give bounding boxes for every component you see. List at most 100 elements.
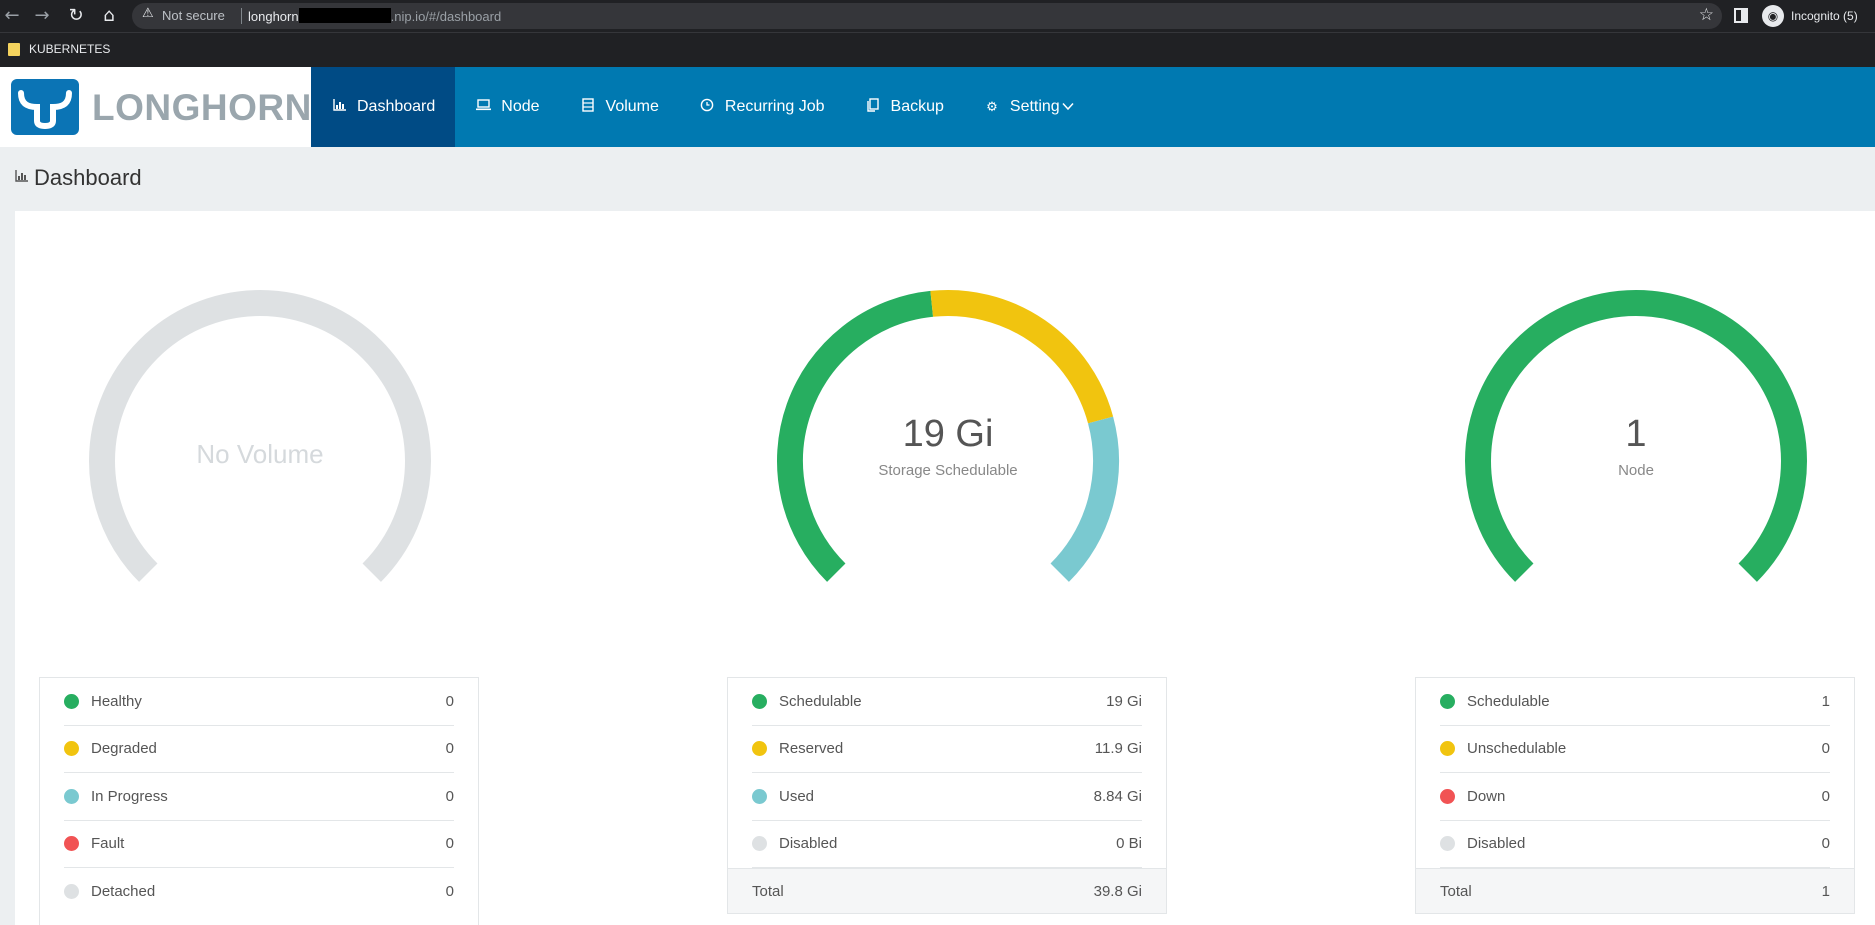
stat-row-reserved[interactable]: Reserved 11.9 Gi [752,726,1142,773]
storage-gauge-center: 19 Gi Storage Schedulable [738,413,1158,479]
nav-volume[interactable]: Volume [560,67,679,147]
stat-row-degraded[interactable]: Degraded 0 [64,726,454,773]
node-gauge-value: 1 [1625,413,1647,455]
bookmark-star-icon[interactable]: ☆ [1698,5,1714,25]
stat-value: 0 [1821,787,1830,805]
bar-chart-icon [331,99,347,115]
nav-dashboard[interactable]: Dashboard [311,67,456,147]
stat-label: Used [779,787,815,805]
home-icon[interactable]: ⌂ [103,5,115,26]
stat-label: Reserved [779,740,844,758]
stat-value: 0 [445,740,454,758]
browser-toolbar: ← → ↻ ⌂ ⚠ Not secure longhorn .nip.io/#/d… [0,0,1875,32]
stat-row-detached[interactable]: Detached 0 [64,868,454,916]
redacted-block [298,8,391,23]
status-dot [752,693,767,709]
stat-value: 0 [1821,740,1830,758]
node-stats: Schedulable 1 Unschedulable 0 Down 0 Dis… [1415,677,1855,914]
logo-text: LONGHORN [92,87,312,128]
url-text[interactable]: longhorn .nip.io/#/dashboard [248,8,501,24]
stat-label: Fault [91,835,125,853]
nav-setting-label: Setting [1009,98,1060,115]
clock-icon [699,98,715,116]
total-value: 39.8 Gi [1093,882,1142,900]
total-label: Total [752,882,784,900]
reload-icon[interactable]: ↻ [68,5,84,26]
bookmark-folder-kubernetes[interactable]: KUBERNETES [29,42,111,56]
status-dot [1440,693,1455,709]
nav-backup-label: Backup [890,98,944,115]
stat-row-healthy[interactable]: Healthy 0 [64,678,454,726]
stat-total-row: Total 39.8 Gi [728,868,1166,913]
nav-setting[interactable]: ⚙ Setting [964,67,1094,147]
storage-arc-reserved [930,290,1114,424]
stat-value: 19 Gi [1106,692,1142,710]
chevron-down-icon [1062,98,1074,116]
stat-total-row: Total 1 [1416,868,1854,913]
status-dot [1440,788,1455,804]
back-icon[interactable]: ← [4,5,20,26]
stat-label: Degraded [91,740,157,758]
storage-arc-used [1050,416,1119,582]
nav-volume-label: Volume [605,98,659,115]
no-volume-text: No Volume [196,439,324,469]
status-dot [1440,741,1455,757]
stat-row-disabled[interactable]: Disabled 0 Bi [752,821,1142,868]
copy-icon [865,98,881,116]
side-panel-icon[interactable] [1734,8,1748,23]
forward-icon[interactable]: → [34,5,50,26]
volume-gauge-center: No Volume [50,439,470,470]
stat-value: 1 [1821,692,1830,710]
total-label: Total [1440,882,1472,900]
stat-label: Disabled [1467,835,1526,853]
stat-row-disabled[interactable]: Disabled 0 [1440,821,1830,868]
nav-recurring-job-label: Recurring Job [724,98,825,115]
volume-arc-empty [89,290,431,582]
stat-label: Healthy [91,692,142,710]
bar-chart-icon [15,170,28,186]
address-separator [241,8,242,24]
folder-icon [8,43,20,56]
stat-row-fault[interactable]: Fault 0 [64,821,454,868]
app-header: LONGHORN Dashboard Node Volume Recurring… [0,67,1875,147]
node-gauge-center: 1 Node [1426,413,1846,479]
volume-gauge [89,290,431,582]
nav-node[interactable]: Node [455,67,559,147]
gear-icon: ⚙ [986,99,998,115]
nav-backup[interactable]: Backup [845,67,964,147]
status-dot [64,741,79,757]
stat-label: In Progress [91,787,168,805]
status-dot [64,884,79,900]
stat-row-in-progress[interactable]: In Progress 0 [64,773,454,821]
status-dot [752,788,767,804]
storage-gauge-label: Storage Schedulable [878,462,1018,479]
nav-node-label: Node [501,98,540,115]
stat-row-down[interactable]: Down 0 [1440,773,1830,821]
status-dot [752,836,767,852]
stat-row-schedulable[interactable]: Schedulable 1 [1440,678,1830,726]
stat-value: 0 [445,835,454,853]
stat-row-schedulable[interactable]: Schedulable 19 Gi [752,678,1142,726]
nav-recurring-job[interactable]: Recurring Job [679,67,845,147]
storage-arc-schedulable [777,290,934,582]
stat-label: Schedulable [1467,692,1550,710]
volume-stats: Healthy 0 Degraded 0 In Progress 0 Fault… [39,677,479,925]
warning-icon: ⚠ [142,6,154,21]
bookmarks-bar: KUBERNETES [0,32,1875,67]
total-value: 1 [1821,882,1830,900]
stat-row-unschedulable[interactable]: Unschedulable 0 [1440,726,1830,773]
stat-value: 11.9 Gi [1094,740,1142,758]
status-dot [64,836,79,852]
longhorn-logo-icon [11,79,79,135]
stat-value: 0 Bi [1116,835,1142,853]
stat-value: 0 [445,787,454,805]
stat-row-used[interactable]: Used 8.84 Gi [752,773,1142,821]
address-bar[interactable]: ⚠ Not secure longhorn .nip.io/#/dashboard… [132,3,1722,29]
profile-button[interactable]: ◉ Incognito (5) [1762,5,1858,27]
nav-dashboard-label: Dashboard [357,98,436,115]
url-rest: .nip.io/#/dashboard [390,9,502,24]
stat-label: Detached [91,883,156,901]
logo[interactable]: LONGHORN [0,67,311,147]
stat-value: 0 [445,692,454,710]
storage-gauge-value: 19 Gi [902,413,994,455]
